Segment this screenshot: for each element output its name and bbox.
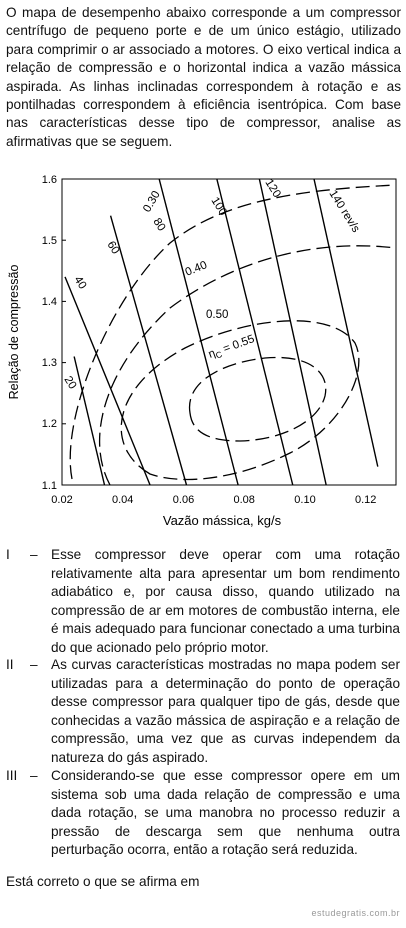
x-tick-label: 0.06 [173,494,194,506]
speed-lines [64,179,379,485]
closing-question: Está correto o que se afirma em [6,874,200,889]
speed-label-60: 60 [104,239,121,256]
efficiency-label-055: ηC = 0.55 [207,333,257,363]
x-axis-label: Vazão mássica, kg/s [163,513,282,528]
y-tick-label: 1.5 [42,235,57,247]
y-tick-label: 1.6 [42,174,57,186]
statement-number: III [6,768,18,783]
x-tick-label: 0.10 [294,494,315,506]
speed-line-4 [216,179,294,485]
statement-dash: – [30,657,38,672]
statement-3: III – Considerando-se que esse compresso… [6,767,400,860]
statement-dash: – [30,547,38,562]
x-tick-label: 0.04 [112,494,133,506]
efficiency-curve-040 [98,245,396,485]
speed-line-1 [64,276,151,485]
speed-label-20: 20 [61,374,78,391]
y-tick-label: 1.4 [42,296,57,308]
speed-label-140: 140 rev/s [326,188,361,235]
speed-line-3 [158,179,239,485]
efficiency-curve-050 [120,320,360,481]
speed-label-40: 40 [71,274,88,291]
statement-text: As curvas características mostradas no m… [51,657,400,765]
efficiency-curve-055 [188,356,327,442]
efficiency-label-050: 0.50 [206,309,228,321]
y-tick-label: 1.2 [42,418,57,430]
efficiency-label-040: 0.40 [184,259,209,279]
y-axis-label: Relação de compressão [7,265,21,400]
statement-number: II [6,657,14,672]
y-axis: 1.6 1.5 1.4 1.3 1.2 1.1 Relação de compr… [7,174,66,492]
x-tick-label: 0.12 [355,494,376,506]
efficiency-curve-030 [69,184,396,480]
statement-text: Considerando-se que esse compressor oper… [51,768,400,858]
x-axis: 0.02 0.04 0.06 0.08 0.10 0.12 Vazão máss… [51,494,376,528]
speed-label-80: 80 [150,216,167,233]
efficiency-curves [69,184,396,485]
speed-line-2 [109,215,188,485]
intro-paragraph: O mapa de desempenho abaixo corresponde … [6,5,401,149]
statement-text: Esse compressor deve operar com uma rota… [51,547,400,655]
plot-frame [61,178,397,486]
speed-line-0 [73,356,106,485]
y-tick-label: 1.1 [42,480,57,492]
x-tick-label: 0.02 [51,494,72,506]
speed-line-5 [258,179,327,485]
speed-line-6 [313,179,379,467]
statement-number: I [6,547,10,562]
x-tick-label: 0.08 [233,494,254,506]
statement-1: I – Esse compressor deve operar com uma … [6,546,400,658]
efficiency-symbol: η [207,347,217,360]
statement-dash: – [30,768,38,783]
efficiency-label-030: 0.30 [141,189,163,214]
statement-2: II – As curvas características mostradas… [6,656,400,768]
y-tick-label: 1.3 [42,357,57,369]
compressor-performance-chart: 20 40 60 80 100 120 140 rev/s 0.30 0.40 … [7,174,397,528]
watermark: estudegratis.com.br [311,908,400,918]
